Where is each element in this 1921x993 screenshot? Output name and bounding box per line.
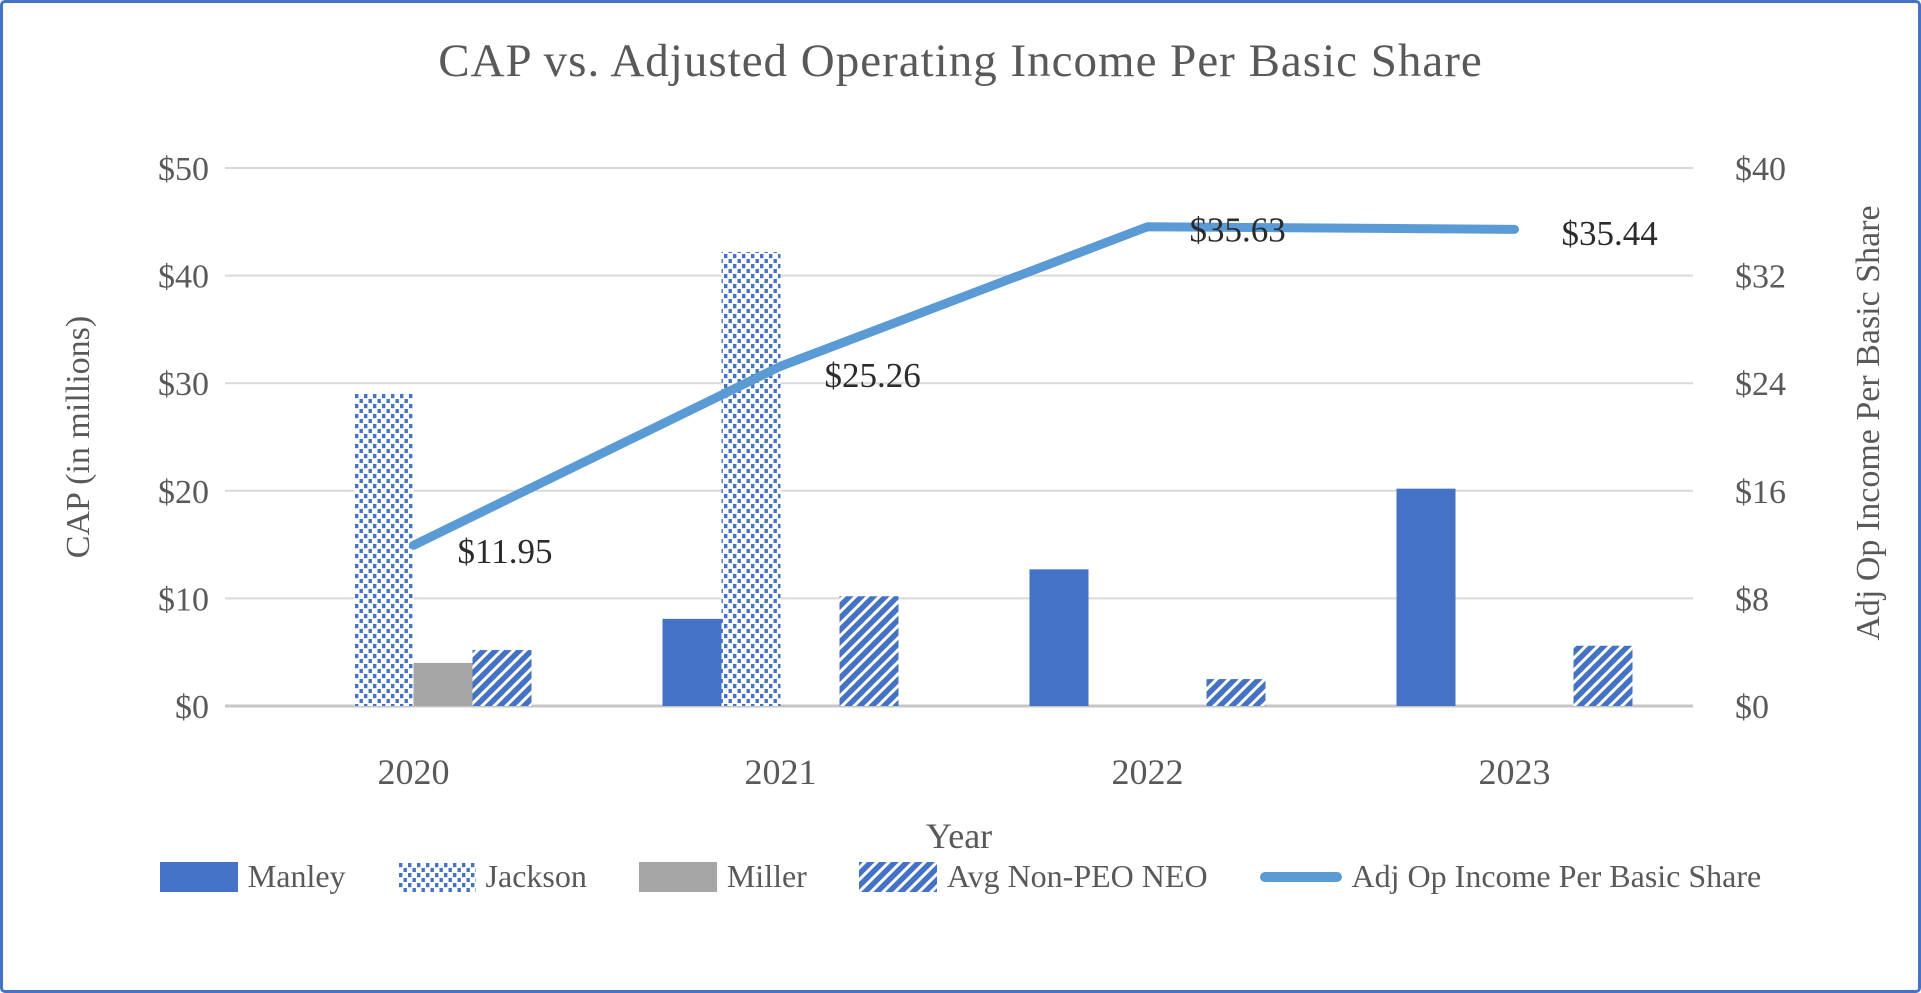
legend-swatch <box>638 861 717 892</box>
right-axis-tick-label: $16 <box>1735 474 1786 511</box>
right-axis-tick-label: $0 <box>1735 689 1769 726</box>
bar-manley-2023 <box>1396 488 1456 706</box>
legend-item-miller: Miller <box>638 858 807 895</box>
legend-label: Miller <box>726 858 807 894</box>
left-axis-tick-label: $30 <box>158 366 209 403</box>
x-axis-category-label: 2022 <box>1112 752 1184 792</box>
bar-avg-non-peo-neo-2023 <box>1573 645 1633 706</box>
x-axis-title: Year <box>925 816 993 856</box>
left-axis-tick-label: $20 <box>158 474 209 511</box>
bar-manley-2022 <box>1029 569 1089 706</box>
legend-label: Jackson <box>485 858 587 894</box>
bar-manley-2021 <box>662 618 722 706</box>
chart-title: CAP vs. Adjusted Operating Income Per Ba… <box>438 35 1483 87</box>
bar-miller-2020 <box>413 662 473 706</box>
legend-item-manley: Manley <box>159 858 346 895</box>
left-axis-tick-label: $40 <box>158 259 209 296</box>
left-axis-tick-label: $50 <box>158 151 209 188</box>
x-axis-category-label: 2023 <box>1479 752 1551 792</box>
bar-avg-non-peo-neo-2021 <box>839 596 899 706</box>
x-axis-category-label: 2021 <box>745 752 817 792</box>
right-axis-tick-label: $8 <box>1735 581 1769 618</box>
left-axis-tick-label: $10 <box>158 581 209 618</box>
legend-item-jackson: Jackson <box>397 858 587 895</box>
left-axis-tick-label: $0 <box>175 689 209 726</box>
x-axis-category-label: 2020 <box>378 752 450 792</box>
line-data-label: $35.44 <box>1562 214 1658 253</box>
legend-label: Manley <box>247 858 346 894</box>
legend-label: Adj Op Income Per Basic Share <box>1351 858 1762 894</box>
right-axis-tick-label: $32 <box>1735 259 1786 296</box>
legend-swatch-line <box>1259 871 1342 882</box>
bar-avg-non-peo-neo-2020 <box>472 650 532 706</box>
legend-item-avg-non-peo-neo: Avg Non-PEO NEO <box>858 858 1208 895</box>
legend-item-adj-op-income-per-basic-share: Adj Op Income Per Basic Share <box>1259 858 1762 895</box>
legend-label: Avg Non-PEO NEO <box>946 858 1208 894</box>
line-data-label: $25.26 <box>825 356 921 395</box>
chart-legend: Manley Jackson Miller Avg Non-PEO NEO Adj Op… <box>3 858 1918 895</box>
bar-jackson-2021 <box>721 251 781 707</box>
right-axis-tick-label: $24 <box>1735 366 1786 403</box>
legend-swatch <box>397 861 476 892</box>
line-data-label: $35.63 <box>1190 210 1286 249</box>
line-adj-op-income <box>409 222 1519 550</box>
legend-swatch <box>858 861 937 892</box>
legend-swatch <box>159 861 238 892</box>
bar-avg-non-peo-neo-2022 <box>1206 679 1266 706</box>
bar-jackson-2020 <box>354 393 414 706</box>
line-data-label: $11.95 <box>458 532 553 571</box>
right-axis-tick-label: $40 <box>1735 151 1786 188</box>
chart-plot-area: $0 $10 $20 $30 $40 $50 $0 $8 $16 $24 $32 $40 2020 202… <box>158 151 1786 792</box>
